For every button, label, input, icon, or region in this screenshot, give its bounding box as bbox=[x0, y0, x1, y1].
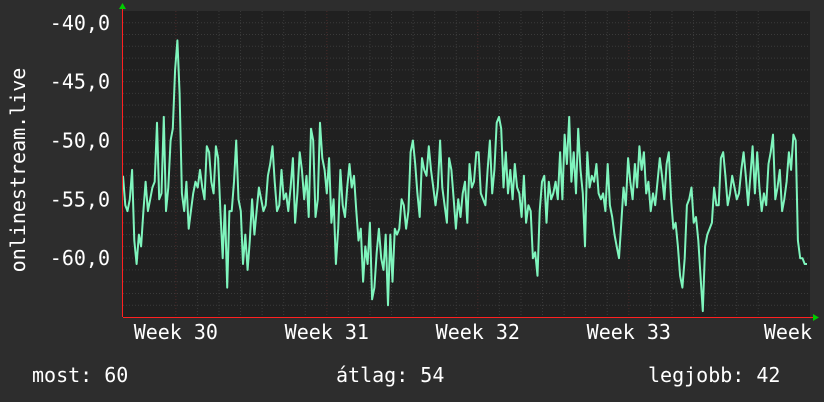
x-tick-label: Week 32 bbox=[436, 320, 520, 344]
y-axis-arrow-icon bbox=[119, 3, 126, 9]
y-axis-label: onlinestream.live bbox=[6, 68, 30, 273]
last-value-stat: most: 60 bbox=[32, 363, 128, 387]
series-line bbox=[122, 39, 807, 313]
average-value-stat: átlag: 54 bbox=[336, 363, 444, 387]
best-value-stat: legjobb: 42 bbox=[648, 363, 780, 387]
x-axis-arrow-icon bbox=[813, 314, 819, 321]
y-tick-label: -60,0 bbox=[50, 246, 110, 270]
x-tick-label: Week 33 bbox=[587, 320, 671, 344]
y-tick-label: -40,0 bbox=[50, 11, 110, 35]
x-axis-ticks: Week 30 Week 31 Week 32 Week 33 Week bbox=[134, 320, 812, 344]
x-tick-label: Week 30 bbox=[134, 320, 218, 344]
x-tick-label: Week 31 bbox=[285, 320, 369, 344]
y-axis-ticks: -40,0 -45,0 -50,0 -55,0 -60,0 bbox=[50, 11, 110, 270]
y-tick-label: -50,0 bbox=[50, 128, 110, 152]
x-tick-label: Week bbox=[764, 320, 812, 344]
y-tick-label: -45,0 bbox=[50, 70, 110, 94]
stats-row: most: 60 átlag: 54 legjobb: 42 bbox=[32, 363, 780, 387]
y-tick-label: -55,0 bbox=[50, 187, 110, 211]
